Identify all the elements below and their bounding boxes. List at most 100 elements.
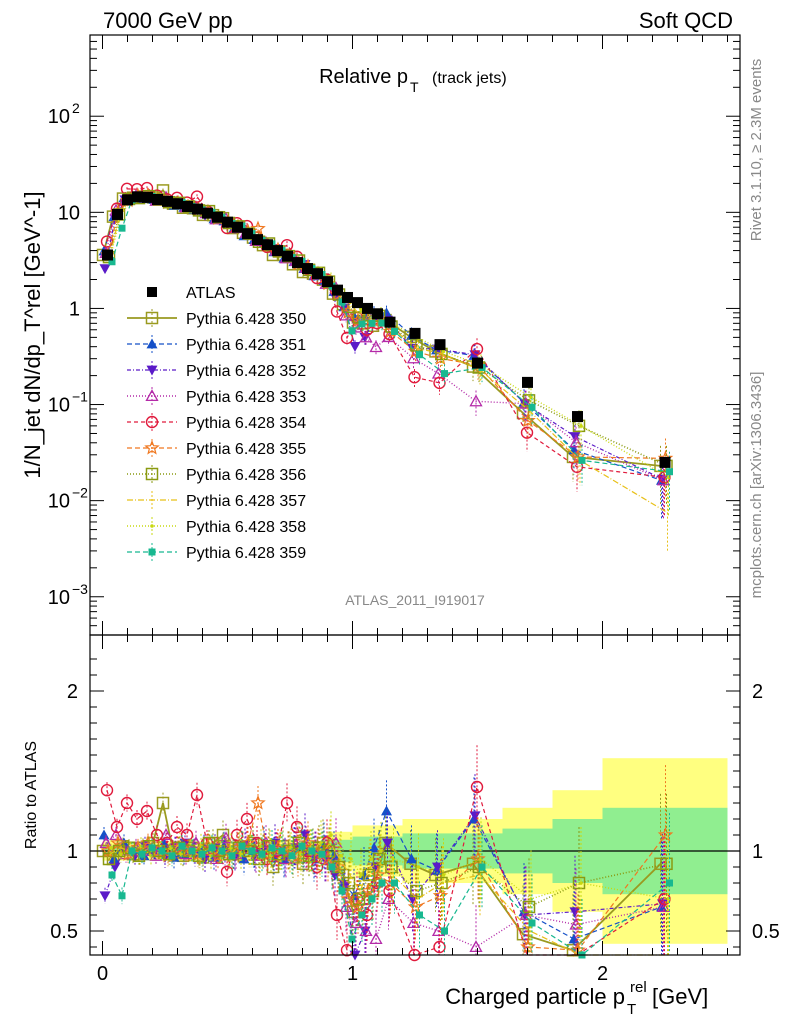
atlas-point-34 <box>659 456 671 468</box>
series-9-ratio-point-0 <box>109 846 113 850</box>
ratio-ytick-label-right-2: 2 <box>752 681 763 703</box>
atlas-point-6 <box>162 195 173 207</box>
legend-marker-4 <box>145 389 159 402</box>
atlas-point-13 <box>232 221 243 233</box>
series-7-ratio-point-32 <box>522 900 536 914</box>
series-5-ratio-point-1 <box>110 820 124 834</box>
atlas-point-25 <box>352 297 363 309</box>
main-ytick-exp-1: −2 <box>72 485 88 501</box>
series-7-ratio-line <box>108 841 667 908</box>
series-10-ratio-point-23 <box>338 887 346 895</box>
series-5-point-9 <box>190 190 204 203</box>
series-3-point-0 <box>99 264 111 275</box>
series-7-ratio-point-1 <box>112 844 126 858</box>
ratio-ytick-label-right-1: 1 <box>752 841 763 863</box>
series-5-ratio-point-4 <box>140 804 154 818</box>
atlas-point-14 <box>242 228 253 240</box>
series-10-point-25 <box>358 320 366 328</box>
series-5-ratio-point-14 <box>240 812 254 826</box>
legend-marker-6 <box>144 439 160 455</box>
series-9-ratio-point-27 <box>379 849 383 853</box>
x-axis-label: Charged particle p T rel [GeV] <box>445 979 708 1018</box>
series-10-point-27 <box>378 319 386 327</box>
main-ylabel-text: 1/N_jet dN/dp_T^rel [GeV^-1] <box>20 191 45 478</box>
series-9-point-32 <box>529 395 533 400</box>
ratio-xtick-label-2: 2 <box>597 963 608 985</box>
series-4-point-31 <box>469 394 483 407</box>
main-ytick-exp-2: −1 <box>72 389 88 405</box>
series-5-ratio-point-7 <box>170 820 184 834</box>
series-10-ratio-point-1 <box>118 892 126 900</box>
atlas-point-26 <box>362 302 373 314</box>
legend-item-5: Pythia 6.428 354 <box>127 413 306 432</box>
series-3-ratio-point-30 <box>432 862 443 873</box>
series-4-ratio-point-28 <box>381 892 396 905</box>
main-ytick-exp-5: 2 <box>72 100 80 116</box>
legend-label-1: Pythia 6.428 350 <box>186 311 306 328</box>
series-4-ratio-point-6 <box>159 828 173 841</box>
plot-title-main: Relative p <box>319 66 408 88</box>
series-4-ratio-point-9 <box>189 836 203 849</box>
series-6-ratio-point-34 <box>657 826 674 842</box>
atlas-point-32 <box>522 376 533 388</box>
header-left: 7000 GeV pp <box>103 8 233 33</box>
series-10-ratio-point-4 <box>148 844 156 852</box>
series-10-ratio-point-11 <box>218 847 226 855</box>
atlas-point-31 <box>472 357 483 369</box>
series-10-ratio-point-28 <box>391 879 398 887</box>
series-10-ratio-point-19 <box>298 842 306 850</box>
series-1-ratio-point-12 <box>216 828 230 842</box>
series-10-ratio-point-26 <box>368 895 376 903</box>
series-6-ratio-point-27 <box>370 866 386 882</box>
series-9-point-25 <box>359 307 363 312</box>
atlas-data <box>102 191 671 468</box>
series-10-ratio-point-27 <box>378 879 386 887</box>
series-10-ratio-point-29 <box>416 911 423 919</box>
main-ytick-label-2: 10 <box>48 395 70 417</box>
atlas-point-27 <box>372 308 383 320</box>
series-5-ratio-point-9 <box>190 788 204 802</box>
series-10-ratio-point-9 <box>198 850 206 858</box>
series-10-ratio-point-8 <box>188 847 196 855</box>
x-axis-label-sub: T <box>627 1001 636 1018</box>
main-ytick-exp-0: −3 <box>72 581 88 597</box>
series-9-ratio-point-23 <box>339 854 343 858</box>
series-10-ratio-point-20 <box>308 847 316 855</box>
legend-label-0: ATLAS <box>186 285 236 302</box>
series-5-point-31 <box>470 342 484 356</box>
atlas-point-4 <box>142 191 153 203</box>
series-6-ratio-line <box>107 802 666 951</box>
series-3-main <box>99 191 668 519</box>
atlas-point-15 <box>252 234 263 246</box>
series-7-ratio-point-34 <box>660 857 673 871</box>
atlas-point-19 <box>292 257 303 269</box>
series-5-point-32 <box>520 426 534 439</box>
atlas-point-12 <box>222 216 233 228</box>
series-4-point-33 <box>569 435 583 448</box>
series-3-ratio-point-20 <box>299 830 311 841</box>
series-10-ratio-point-0 <box>108 871 116 879</box>
series-10-ratio-point-2 <box>128 847 136 855</box>
series-5-point-30 <box>433 376 446 390</box>
series-3-ratio-point-0 <box>99 891 111 902</box>
series-7-ratio-point-26 <box>362 868 376 882</box>
legend-label-9: Pythia 6.428 358 <box>186 519 306 536</box>
series-9-ratio-point-24 <box>349 857 353 861</box>
legend-marker-10 <box>148 548 156 556</box>
legend-item-8: Pythia 6.428 357 <box>127 491 306 510</box>
atlas-point-29 <box>409 327 421 339</box>
series-6-ratio-point-30 <box>432 887 449 903</box>
ratio-axes: 0.5 0.5 1 1 2 2 0 1 2 <box>50 635 780 985</box>
ratio-ytick-label-right-0: 0.5 <box>752 921 780 943</box>
series-10-ratio-point-12 <box>228 852 236 860</box>
series-6-point-32 <box>520 412 536 428</box>
atlas-point-11 <box>212 211 223 223</box>
series-4-ratio-point-1 <box>109 828 123 841</box>
atlas-point-3 <box>132 191 143 203</box>
series-5-ratio-point-18 <box>280 796 294 810</box>
series-10-ratio-point-30 <box>441 927 448 935</box>
atlas-point-1 <box>112 208 123 220</box>
series-10-ratio-point-17 <box>278 847 286 855</box>
main-plot-area <box>96 181 674 553</box>
legend-marker-2 <box>146 338 158 349</box>
